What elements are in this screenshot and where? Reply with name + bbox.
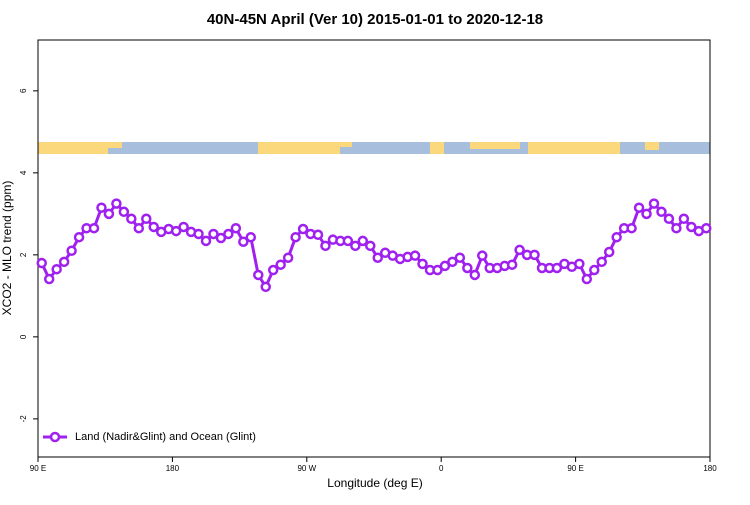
data-point (686, 221, 697, 233)
x-tick-label: 90 W (297, 464, 316, 473)
data-point (200, 235, 212, 247)
data-point (574, 258, 585, 270)
data-point (372, 252, 383, 263)
data-point (469, 269, 481, 281)
x-tick-label: 90 E (30, 464, 46, 473)
data-point (208, 228, 219, 240)
data-point (357, 235, 369, 247)
data-point (447, 256, 458, 268)
data-point (350, 240, 361, 252)
data-point (551, 262, 563, 274)
data-point (454, 252, 466, 263)
data-point (51, 263, 62, 275)
data-point (267, 264, 279, 276)
data-point (462, 262, 473, 274)
data-point (529, 249, 540, 261)
y-tick-label: 6 (19, 88, 28, 93)
x-tick-label: 0 (439, 464, 444, 473)
data-point (633, 202, 645, 213)
plot-frame (37, 39, 711, 458)
data-point (626, 222, 637, 234)
data-point (477, 250, 488, 261)
data-point (230, 222, 242, 234)
data-point (663, 213, 675, 225)
data-point (282, 252, 294, 263)
y-tick-label: 4 (19, 170, 28, 175)
data-point (223, 228, 234, 240)
data-point (245, 231, 257, 243)
data-point (118, 206, 130, 218)
data-point (126, 213, 137, 225)
land-ocean-strip (38, 142, 710, 154)
data-point (141, 213, 152, 225)
legend-label: Land (Nadir&Glint) and Ocean (Glint) (75, 431, 256, 443)
data-point (342, 235, 354, 247)
data-point (603, 246, 615, 258)
data-point (678, 213, 690, 225)
data-point (133, 222, 145, 234)
data-point (43, 273, 55, 285)
data-point (365, 240, 376, 252)
data-point (596, 256, 607, 268)
data-point (96, 202, 107, 213)
data-point (260, 281, 271, 293)
x-axis-label: Longitude (deg E) (327, 476, 422, 490)
data-point (238, 236, 249, 247)
data-point (417, 258, 428, 270)
data-point (439, 260, 451, 272)
data-point (589, 264, 600, 276)
data-point (648, 198, 660, 209)
data-point (656, 206, 667, 218)
data-point (193, 228, 204, 240)
data-point (111, 198, 122, 209)
data-point (312, 229, 324, 241)
y-tick-label: -2 (19, 415, 28, 423)
data-point (581, 273, 593, 285)
x-tick-label: 90 E (567, 464, 583, 473)
data-point (73, 231, 85, 243)
data-point (58, 256, 70, 268)
data-point (506, 259, 518, 270)
data-point (88, 222, 100, 234)
data-point (432, 264, 443, 276)
data-point (290, 231, 301, 243)
data-point (178, 221, 189, 233)
data-point (36, 257, 47, 269)
data-point (611, 231, 622, 243)
data-point (275, 259, 286, 270)
data-point (641, 208, 652, 220)
x-tick-label: 180 (166, 464, 180, 473)
data-point (66, 245, 77, 257)
data-point (148, 221, 159, 233)
data-point (170, 225, 182, 237)
y-tick-label: 0 (19, 334, 28, 339)
data-point (671, 222, 682, 234)
data-point (514, 244, 525, 256)
y-tick-label: 2 (19, 252, 28, 257)
x-tick-label: 180 (703, 464, 717, 473)
y-axis-label: XCO2 - MLO trend (ppm) (0, 181, 14, 316)
data-point (297, 223, 309, 235)
legend-marker (49, 431, 61, 443)
data-point (253, 269, 264, 281)
data-point (215, 232, 227, 244)
data-point (701, 222, 712, 234)
data-point (409, 250, 421, 261)
chart-title: 40N-45N April (Ver 10) 2015-01-01 to 202… (207, 11, 543, 28)
data-point (320, 240, 331, 252)
data-point (103, 208, 115, 220)
